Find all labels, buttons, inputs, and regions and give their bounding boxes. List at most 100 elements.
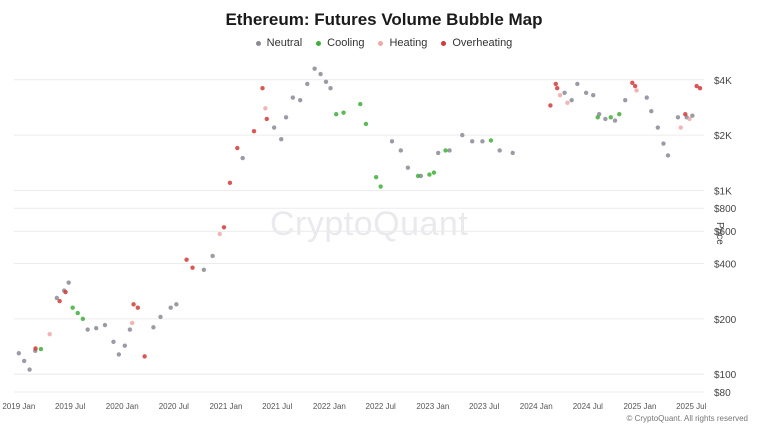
point-neutral xyxy=(661,141,666,146)
point-overheating xyxy=(251,129,257,134)
point-neutral xyxy=(405,165,411,170)
y-tick-label: $1K xyxy=(714,186,732,197)
point-neutral xyxy=(27,367,32,372)
watermark: CryptoQuant xyxy=(270,205,469,243)
point-neutral xyxy=(389,139,395,144)
point-neutral xyxy=(665,153,671,158)
x-tick-label: 2024 Jan xyxy=(520,402,553,411)
y-tick-label: $80 xyxy=(714,388,731,399)
point-neutral xyxy=(111,339,116,345)
x-tick-label: 2025 Jul xyxy=(676,402,706,411)
point-neutral xyxy=(398,148,403,153)
chart-title: Ethereum: Futures Volume Bubble Map xyxy=(225,10,543,29)
point-cooling xyxy=(373,175,379,180)
point-overheating xyxy=(235,145,240,151)
x-tick-label: 2025 Jan xyxy=(623,402,656,411)
point-neutral xyxy=(583,90,589,95)
data-points xyxy=(16,66,703,372)
point-neutral xyxy=(158,314,163,320)
point-overheating xyxy=(135,305,141,310)
point-overheating xyxy=(227,180,233,186)
point-neutral xyxy=(240,155,245,161)
point-overheating xyxy=(221,225,227,230)
point-cooling xyxy=(38,346,44,352)
point-heating xyxy=(565,100,570,105)
point-neutral xyxy=(312,66,317,71)
point-cooling xyxy=(595,115,600,120)
x-tick-label: 2020 Jan xyxy=(106,402,139,411)
point-heating xyxy=(129,320,135,326)
legend-item-overheating[interactable]: Overheating xyxy=(441,37,512,49)
point-neutral xyxy=(122,343,127,348)
point-neutral xyxy=(591,92,596,98)
point-neutral xyxy=(127,327,133,332)
point-cooling xyxy=(608,115,613,120)
point-cooling xyxy=(431,170,437,175)
point-cooling xyxy=(358,101,363,107)
x-tick-label: 2021 Jan xyxy=(209,402,242,411)
legend-label-neutral: Neutral xyxy=(266,37,303,49)
point-neutral xyxy=(151,325,156,330)
x-tick-label: 2023 Jan xyxy=(416,402,449,411)
y-tick-label: $2K xyxy=(714,131,732,142)
point-overheating xyxy=(260,86,265,91)
point-neutral xyxy=(655,125,661,130)
legend-label-overheating: Overheating xyxy=(452,37,513,49)
x-tick-label: 2022 Jan xyxy=(313,402,346,411)
point-neutral xyxy=(102,322,108,328)
point-neutral xyxy=(201,267,207,272)
point-neutral xyxy=(210,253,215,259)
y-tick-label: $4K xyxy=(714,76,732,87)
point-neutral xyxy=(93,325,99,331)
point-cooling xyxy=(80,316,86,322)
point-cooling xyxy=(378,184,383,189)
point-overheating xyxy=(131,302,136,307)
y-tick-label: $200 xyxy=(714,315,737,326)
point-heating xyxy=(47,332,52,337)
point-overheating xyxy=(697,86,703,91)
point-neutral xyxy=(279,137,284,142)
x-tick-label: 2021 Jul xyxy=(262,402,292,411)
point-heating xyxy=(217,231,222,237)
copyright-footer: © CryptoQuant. All rights reserved xyxy=(626,414,749,423)
point-heating xyxy=(557,92,563,98)
point-overheating xyxy=(142,354,147,359)
y-tick-label: $400 xyxy=(714,260,737,271)
x-tick-label: 2024 Jul xyxy=(573,402,603,411)
legend-item-cooling[interactable]: Cooling xyxy=(316,37,364,49)
point-neutral xyxy=(328,86,333,91)
point-neutral xyxy=(22,358,27,364)
point-cooling xyxy=(341,110,346,115)
point-cooling xyxy=(363,121,369,127)
point-overheating xyxy=(630,80,635,86)
y-tick-label: $800 xyxy=(714,204,737,215)
point-neutral xyxy=(283,115,289,120)
point-neutral xyxy=(480,139,485,144)
point-overheating xyxy=(632,83,638,89)
point-neutral xyxy=(497,148,502,153)
point-neutral xyxy=(644,95,649,100)
point-neutral xyxy=(623,97,628,103)
point-neutral xyxy=(510,150,515,156)
y-tick-label: $100 xyxy=(714,370,737,381)
point-heating xyxy=(678,125,683,130)
point-neutral xyxy=(290,95,296,100)
x-axis: 2019 Jan 2019 Jul 2020 Jan 2020 Jul 2021 Jan… xyxy=(2,402,706,411)
point-neutral xyxy=(174,302,179,307)
point-cooling xyxy=(488,138,494,143)
legend-item-neutral[interactable]: Neutral xyxy=(255,37,303,49)
point-overheating xyxy=(548,103,553,108)
x-tick-label: 2020 Jul xyxy=(159,402,189,411)
legend-swatch-heating xyxy=(378,40,384,46)
point-neutral xyxy=(575,81,580,87)
point-neutral xyxy=(323,79,329,85)
point-neutral xyxy=(66,280,71,285)
point-neutral xyxy=(16,351,22,356)
point-cooling xyxy=(333,111,339,117)
point-neutral xyxy=(470,139,475,144)
point-neutral xyxy=(318,71,323,77)
point-neutral xyxy=(436,150,441,156)
legend-item-heating[interactable]: Heating xyxy=(378,37,427,49)
point-neutral xyxy=(612,118,618,123)
